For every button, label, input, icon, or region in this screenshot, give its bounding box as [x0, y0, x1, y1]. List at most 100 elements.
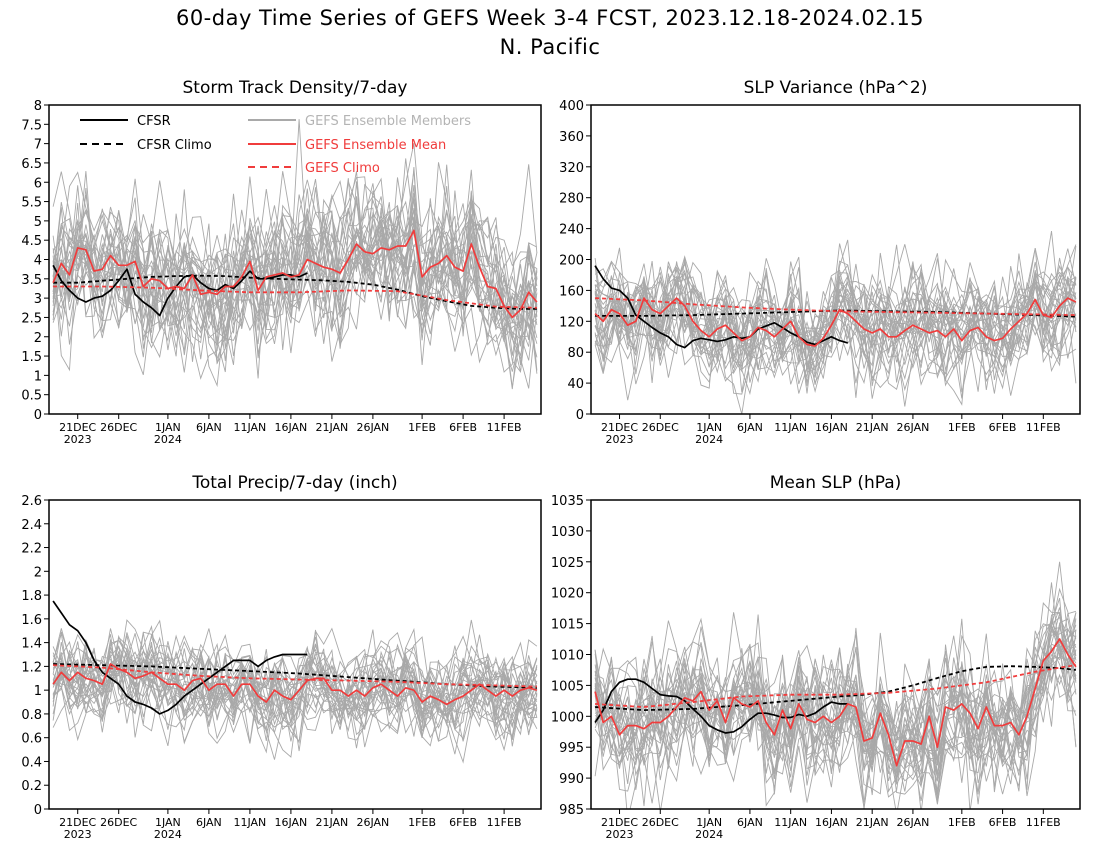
y-tick-label: 1030 [551, 525, 584, 540]
x-tick-label: 26DEC [642, 816, 679, 829]
x-tick-label: 21DEC [601, 816, 638, 829]
x-tick-label: 21JAN [315, 421, 348, 434]
ensemble-member-line [52, 628, 538, 744]
x-tick-label: 1JAN [155, 421, 181, 434]
x-tick-label: 16JAN [815, 421, 848, 434]
x-tick-label: 6FEB [989, 816, 1017, 829]
y-tick-label: 7 [34, 138, 42, 153]
x-tick-label: 26JAN [897, 421, 930, 434]
ensemble-member-line [594, 582, 1077, 795]
x-tick-label: 26JAN [356, 421, 389, 434]
ensemble-members [52, 619, 538, 764]
y-tick-label: 2.2 [21, 542, 42, 557]
y-tick-label: 2.5 [21, 311, 42, 326]
y-tick-label: 1 [34, 369, 42, 384]
y-tick-label: 7.5 [21, 118, 42, 133]
x-tick-label: 1FEB [948, 816, 976, 829]
y-tick-label: 5 [34, 215, 42, 230]
ensemble-member-line [594, 257, 1077, 392]
y-tick-label: 4 [34, 254, 42, 269]
series-gefs-ensemble-mean [594, 297, 1077, 347]
y-tick-label: 160 [559, 284, 584, 299]
y-tick-label: 1.6 [21, 613, 42, 628]
x-tick-label: 1FEB [948, 421, 976, 434]
series-gefs-ensemble-mean [52, 229, 538, 319]
y-tick-label: 0.4 [21, 755, 42, 770]
series-gefs-climo [53, 285, 537, 309]
x-tick-label: 1FEB [408, 421, 436, 434]
y-tick-label: 6 [34, 176, 42, 191]
y-tick-label: 2.4 [21, 518, 42, 533]
panel-title: Mean SLP (hPa) [770, 473, 902, 493]
ensemble-member-line [52, 634, 538, 737]
y-tick-label: 1035 [551, 494, 584, 509]
x-tick-label: 16JAN [274, 816, 307, 829]
series-cfsr-climo [53, 274, 537, 310]
legend-label: GEFS Ensemble Members [305, 114, 471, 129]
x-year-label: 2024 [154, 828, 182, 841]
y-tick-label: 1.2 [21, 660, 42, 675]
y-tick-label: 0 [576, 408, 584, 423]
ensemble-member-line [52, 200, 538, 373]
ensemble-member-line [594, 626, 1077, 783]
x-tick-label: 21JAN [856, 816, 889, 829]
series-gefs-climo [595, 664, 1077, 708]
ensemble-member-line [52, 639, 538, 758]
x-tick-label: 1FEB [408, 816, 436, 829]
ensemble-members [594, 561, 1077, 809]
x-tick-label: 11FEB [487, 816, 522, 829]
legend-label: CFSR [137, 114, 171, 129]
x-tick-label: 16JAN [815, 816, 848, 829]
series-gefs-climo [53, 664, 537, 688]
x-year-label: 2024 [695, 828, 723, 841]
y-tick-label: 1010 [551, 649, 584, 664]
x-tick-label: 1JAN [696, 421, 722, 434]
y-tick-label: 360 [559, 130, 584, 145]
ensemble-member-line [52, 625, 538, 752]
x-tick-label: 11JAN [774, 816, 807, 829]
legend-label: GEFS Climo [305, 161, 380, 176]
x-tick-label: 6JAN [196, 421, 222, 434]
ensemble-member-line [52, 619, 538, 740]
x-tick-label: 21DEC [601, 421, 638, 434]
y-tick-label: 8 [34, 99, 42, 114]
y-tick-label: 400 [559, 99, 584, 114]
x-tick-label: 26JAN [356, 816, 389, 829]
series-cfsr-climo [53, 663, 537, 689]
x-tick-label: 21DEC [59, 421, 96, 434]
x-tick-label: 21JAN [315, 816, 348, 829]
x-tick-label: 6JAN [737, 421, 763, 434]
x-tick-label: 6JAN [737, 816, 763, 829]
ensemble-member-line [594, 628, 1077, 798]
ensemble-member-line [52, 162, 538, 373]
x-tick-label: 26DEC [100, 421, 137, 434]
series-gefs-climo [595, 297, 1076, 316]
x-tick-label: 1JAN [696, 816, 722, 829]
ensemble-member-line [594, 239, 1077, 368]
x-tick-label: 11FEB [487, 421, 522, 434]
y-tick-label: 0 [34, 803, 42, 818]
ensemble-member-line [594, 246, 1077, 399]
y-tick-label: 5.5 [21, 196, 42, 211]
ensemble-members [594, 231, 1077, 414]
y-tick-label: 320 [559, 161, 584, 176]
y-tick-label: 1 [34, 684, 42, 699]
ensemble-member-line [595, 587, 1077, 785]
chart-panel-1: Storm Track Density/7-day 0 0.5 1 1.5 2 2.5 3 3.… [21, 78, 542, 446]
x-tick-label: 11JAN [774, 421, 807, 434]
x-tick-label: 21JAN [856, 421, 889, 434]
y-tick-label: 2 [34, 331, 42, 346]
legend-label: CFSR Climo [137, 138, 212, 153]
x-tick-label: 6FEB [449, 421, 477, 434]
y-tick-label: 4.5 [21, 234, 42, 249]
series-cfsr [52, 600, 308, 715]
y-tick-label: 1025 [551, 556, 584, 571]
x-tick-label: 26DEC [100, 816, 137, 829]
y-tick-label: 280 [559, 192, 584, 207]
ensemble-member-line [52, 641, 538, 733]
panel-title: SLP Variance (hPa^2) [744, 78, 928, 98]
x-year-label: 2024 [154, 433, 182, 446]
y-tick-label: 1020 [551, 587, 584, 602]
y-tick-label: 0.5 [21, 389, 42, 404]
